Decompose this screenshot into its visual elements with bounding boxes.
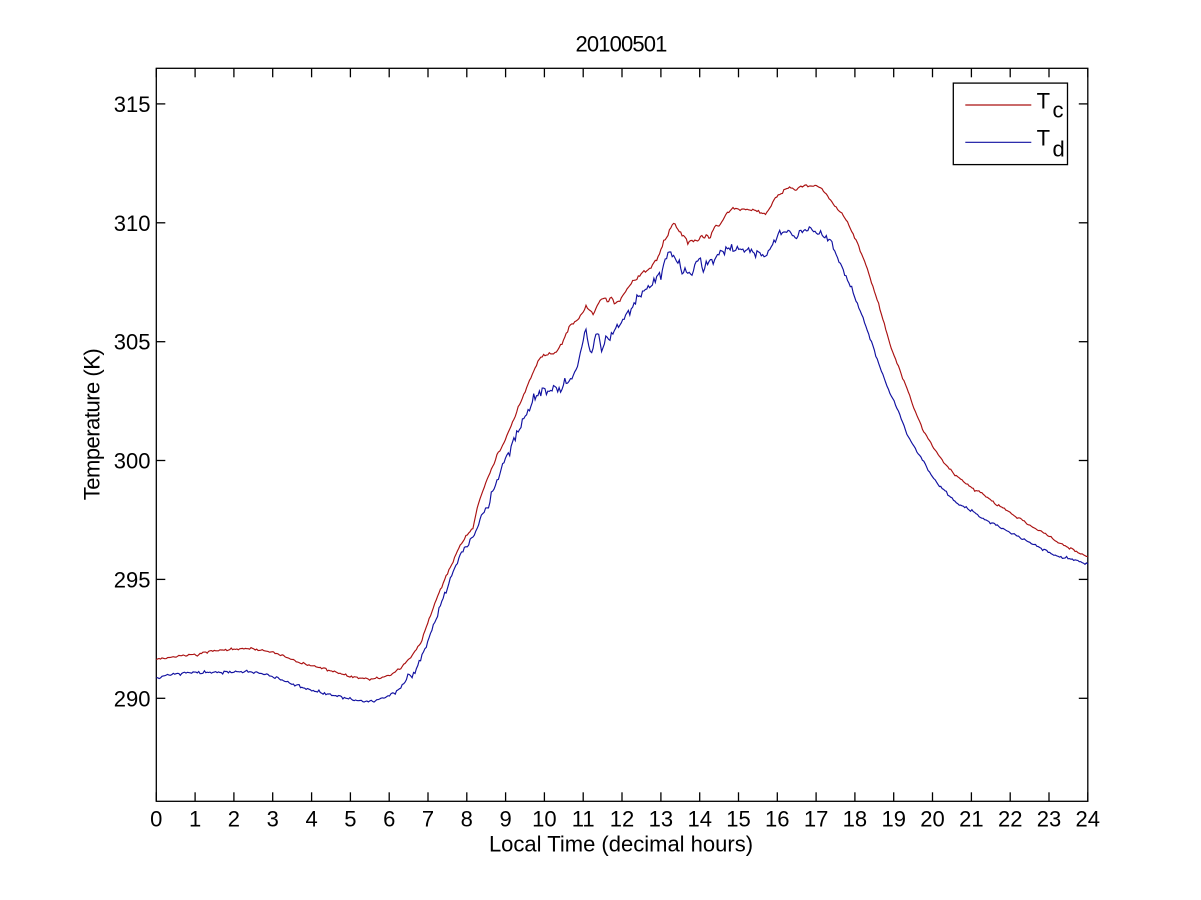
svg-text:4: 4 <box>305 807 317 832</box>
svg-text:Local Time (decimal hours): Local Time (decimal hours) <box>489 831 753 856</box>
svg-text:c: c <box>1053 98 1064 123</box>
svg-text:d: d <box>1053 136 1065 161</box>
svg-text:14: 14 <box>687 807 711 832</box>
svg-text:18: 18 <box>843 807 867 832</box>
svg-text:2: 2 <box>228 807 240 832</box>
svg-text:290: 290 <box>114 686 151 711</box>
svg-text:295: 295 <box>114 567 151 592</box>
svg-text:1: 1 <box>189 807 201 832</box>
svg-text:22: 22 <box>998 807 1022 832</box>
svg-text:24: 24 <box>1076 807 1100 832</box>
svg-text:5: 5 <box>344 807 356 832</box>
svg-text:8: 8 <box>461 807 473 832</box>
svg-text:Temperature (K): Temperature (K) <box>80 349 105 500</box>
svg-text:7: 7 <box>422 807 434 832</box>
svg-text:20: 20 <box>920 807 944 832</box>
svg-text:305: 305 <box>114 330 151 355</box>
svg-text:T: T <box>1037 125 1050 150</box>
svg-text:310: 310 <box>114 211 151 236</box>
svg-text:20100501: 20100501 <box>575 31 667 56</box>
svg-text:13: 13 <box>649 807 673 832</box>
svg-text:T: T <box>1037 89 1050 114</box>
svg-text:10: 10 <box>532 807 556 832</box>
svg-text:300: 300 <box>114 449 151 474</box>
svg-text:23: 23 <box>1037 807 1061 832</box>
svg-text:15: 15 <box>726 807 750 832</box>
svg-text:17: 17 <box>804 807 828 832</box>
svg-text:21: 21 <box>959 807 983 832</box>
svg-text:3: 3 <box>267 807 279 832</box>
svg-text:12: 12 <box>610 807 634 832</box>
svg-text:0: 0 <box>150 807 162 832</box>
svg-text:19: 19 <box>881 807 905 832</box>
svg-text:11: 11 <box>572 807 595 832</box>
svg-text:16: 16 <box>765 807 789 832</box>
svg-text:6: 6 <box>383 807 395 832</box>
svg-text:9: 9 <box>499 807 511 832</box>
svg-text:315: 315 <box>114 92 151 117</box>
